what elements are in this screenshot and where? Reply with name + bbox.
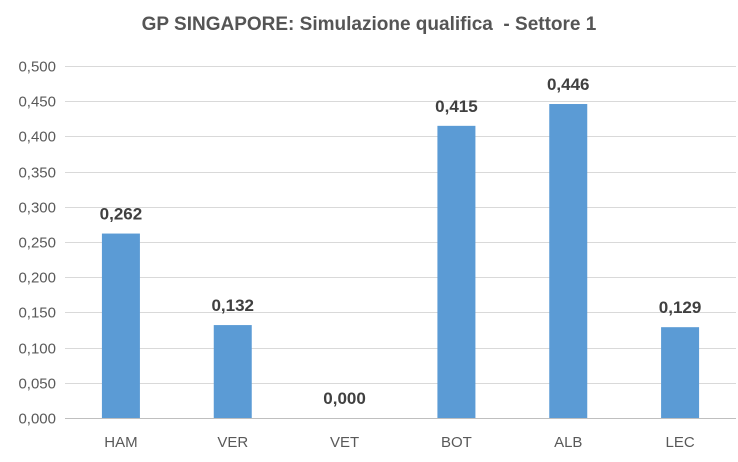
x-tick-label: ALB	[554, 434, 582, 451]
bars	[101, 104, 700, 419]
data-label: 0,415	[435, 97, 478, 116]
y-tick-label: 0,350	[18, 165, 56, 182]
data-label: 0,129	[659, 298, 702, 317]
y-tick-label: 0,150	[18, 305, 56, 322]
y-tick-label: 0,100	[18, 341, 56, 358]
y-tick-label: 0,050	[18, 376, 56, 393]
y-tick-label: 0,450	[18, 94, 56, 111]
x-tick-label: HAM	[104, 434, 137, 451]
y-tick-label: 0,200	[18, 270, 56, 287]
data-labels: 0,262 0,132 0,000 0,415 0,446 0,129	[100, 75, 702, 408]
bar-bot	[437, 125, 476, 418]
data-label: 0,132	[211, 296, 254, 315]
y-tick-label: 0,400	[18, 129, 56, 146]
chart-title: GP SINGAPORE: Simulazione qualifica - Se…	[141, 14, 597, 35]
y-tick-label: 0,300	[18, 200, 56, 217]
x-axis-ticks: HAM VER VET BOT ALB LEC	[104, 434, 695, 451]
bar-lec	[661, 327, 700, 418]
data-label: 0,446	[547, 75, 590, 94]
bar-ham	[101, 233, 140, 418]
y-tick-label: 0,000	[18, 411, 56, 428]
data-label: 0,262	[100, 205, 143, 224]
data-label: 0,000	[323, 389, 366, 408]
y-axis-ticks: 0,000 0,050 0,100 0,150 0,200 0,250 0,300 0,350…	[18, 59, 56, 428]
y-tick-label: 0,500	[18, 59, 56, 76]
bar-alb	[549, 104, 588, 419]
gridlines	[65, 66, 736, 384]
x-tick-label: VET	[330, 434, 359, 451]
bar-ver	[213, 325, 252, 418]
x-tick-label: BOT	[441, 434, 472, 451]
x-tick-label: VER	[217, 434, 248, 451]
y-tick-label: 0,250	[18, 235, 56, 252]
x-tick-label: LEC	[665, 434, 694, 451]
